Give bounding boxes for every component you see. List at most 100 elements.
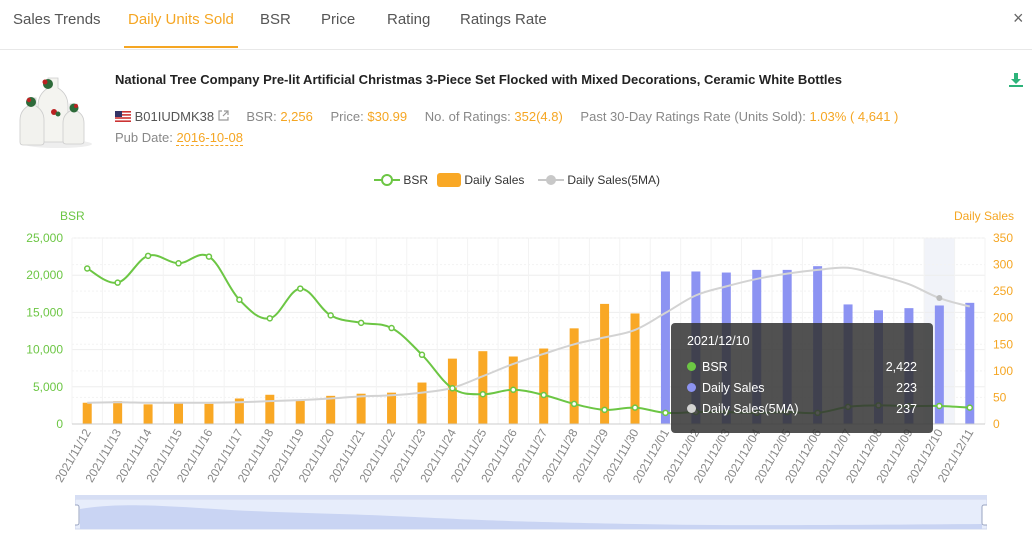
y-tick-right: 50 <box>993 390 1007 404</box>
bar-daily-sales[interactable] <box>660 271 670 424</box>
y-tick-right: 250 <box>993 284 1013 298</box>
tab-price[interactable]: Price <box>321 11 356 28</box>
ratings-rate-label: Past 30-Day Ratings Rate (Units Sold): <box>580 109 806 124</box>
y-tick-left: 20,000 <box>26 268 63 282</box>
ratings-value: 352(4.8) <box>514 109 563 124</box>
bar-daily-sales[interactable] <box>295 400 305 424</box>
point-bsr[interactable] <box>114 279 121 286</box>
tooltip-row-5ma: Daily Sales(5MA) 237 <box>687 399 917 420</box>
tooltip-5ma-label: Daily Sales(5MA) <box>702 402 799 416</box>
point-bsr[interactable] <box>936 402 943 410</box>
bar-daily-sales[interactable] <box>600 303 610 424</box>
tooltip-5ma-dot <box>687 404 696 414</box>
point-bsr[interactable] <box>966 404 974 411</box>
tooltip-bsr-value: 2,422 <box>885 360 917 374</box>
point-bsr[interactable] <box>601 406 608 414</box>
daily-units-chart[interactable]: BSR Daily Sales 0 5,000 10,000 15,000 20,000 25… <box>0 200 1032 495</box>
tooltip-bsr-label: BSR <box>702 360 728 374</box>
point-bsr[interactable] <box>144 252 152 260</box>
y-tick-left: 25,000 <box>26 231 63 245</box>
point-bsr[interactable] <box>570 400 578 408</box>
bar-daily-sales[interactable] <box>934 305 944 424</box>
us-flag-icon <box>115 111 131 122</box>
tooltip-daily-sales-value: 223 <box>896 381 917 395</box>
bar-daily-sales[interactable] <box>234 398 244 424</box>
legend-daily-sales[interactable]: Daily Sales <box>437 172 524 188</box>
bar-daily-sales[interactable] <box>143 404 153 424</box>
close-icon[interactable]: × <box>1013 8 1024 28</box>
tab-sales-trends[interactable]: Sales Trends <box>13 11 101 28</box>
legend-bsr[interactable]: BSR <box>374 172 428 188</box>
chart-legend: BSR Daily Sales Daily Sales(5MA) <box>0 170 1032 190</box>
tab-rating[interactable]: Rating <box>387 11 431 28</box>
tooltip-5ma-value: 237 <box>896 402 917 416</box>
y-tick-right: 350 <box>993 231 1013 245</box>
y-tick-right: 100 <box>993 364 1013 378</box>
bar-daily-sales[interactable] <box>478 351 488 424</box>
ratings-rate-value: 1.03% ( 4,641 ) <box>809 109 899 124</box>
point-bsr[interactable] <box>266 315 274 322</box>
bar-daily-sales[interactable] <box>965 302 975 424</box>
slider-left-handle[interactable] <box>75 504 80 526</box>
tooltip-row-bsr: BSR 2,422 <box>687 357 917 378</box>
y-tick-left: 5,000 <box>33 380 63 394</box>
bar-daily-sales[interactable] <box>417 382 427 424</box>
tab-bsr[interactable]: BSR <box>260 11 291 28</box>
download-icon[interactable] <box>1008 72 1024 88</box>
point-bsr[interactable] <box>449 385 456 392</box>
tooltip-bsr-dot <box>687 362 696 372</box>
tooltip-daily-sales-label: Daily Sales <box>702 381 765 395</box>
bar-daily-sales[interactable] <box>326 395 336 424</box>
bar-daily-sales[interactable] <box>569 328 579 424</box>
external-link-icon[interactable] <box>218 110 229 121</box>
point-5ma-highlight <box>936 295 943 302</box>
point-bsr[interactable] <box>175 260 182 267</box>
y-tick-right: 0 <box>993 417 1000 431</box>
ratings-label: No. of Ratings: <box>424 109 511 124</box>
point-bsr[interactable] <box>327 312 334 319</box>
price-label: Price: <box>330 109 364 124</box>
bar-daily-sales[interactable] <box>82 402 92 424</box>
asin[interactable]: B01IUDMK38 <box>134 109 215 124</box>
price-value: $30.99 <box>367 109 408 124</box>
y-tick-left: 15,000 <box>26 305 63 319</box>
legend-bsr-line-icon <box>374 174 400 186</box>
legend-bsr-label: BSR <box>403 173 429 187</box>
pub-date-label: Pub Date: <box>115 130 173 145</box>
pub-date-value: 2016-10-08 <box>176 130 243 146</box>
zoom-slider[interactable] <box>75 495 987 535</box>
legend-5ma-line-icon <box>538 175 564 185</box>
bar-daily-sales[interactable] <box>174 403 184 424</box>
point-bsr[interactable] <box>662 409 669 417</box>
point-bsr[interactable] <box>83 265 91 272</box>
bar-daily-sales[interactable] <box>387 392 397 424</box>
legend-daily-sales-5ma[interactable]: Daily Sales(5MA) <box>538 172 660 188</box>
bar-daily-sales[interactable] <box>356 393 366 424</box>
point-bsr[interactable] <box>631 404 639 411</box>
tab-daily-units-sold[interactable]: Daily Units Sold <box>124 0 238 48</box>
point-bsr[interactable] <box>479 390 487 398</box>
product-title[interactable]: National Tree Company Pre-lit Artificial… <box>115 72 842 87</box>
bar-daily-sales[interactable] <box>265 394 275 424</box>
point-bsr[interactable] <box>297 285 304 292</box>
pub-date-row: Pub Date: 2016-10-08 <box>115 130 243 146</box>
bar-daily-sales[interactable] <box>539 348 549 424</box>
point-bsr[interactable] <box>388 324 395 332</box>
bar-daily-sales[interactable] <box>113 401 123 424</box>
point-bsr[interactable] <box>236 296 243 304</box>
bar-daily-sales[interactable] <box>204 403 214 424</box>
y-axis-left-label: BSR <box>60 209 85 223</box>
point-bsr[interactable] <box>205 253 213 260</box>
product-meta: B01IUDMK38 BSR: 2,256 Price: $30.99 No. … <box>115 109 898 125</box>
point-bsr[interactable] <box>418 351 426 359</box>
chart-tooltip: 2021/12/10 BSR 2,422 Daily Sales 223 Dai… <box>671 323 933 433</box>
slider-top-bar[interactable] <box>75 495 987 499</box>
point-bsr[interactable] <box>510 386 517 394</box>
point-bsr[interactable] <box>540 391 547 399</box>
slider-right-handle[interactable] <box>981 504 987 526</box>
point-bsr[interactable] <box>357 319 365 327</box>
bar-daily-sales[interactable] <box>630 313 640 424</box>
tab-ratings-rate[interactable]: Ratings Rate <box>460 11 547 28</box>
slider-preview-area <box>80 505 982 529</box>
y-tick-right: 150 <box>993 337 1013 351</box>
